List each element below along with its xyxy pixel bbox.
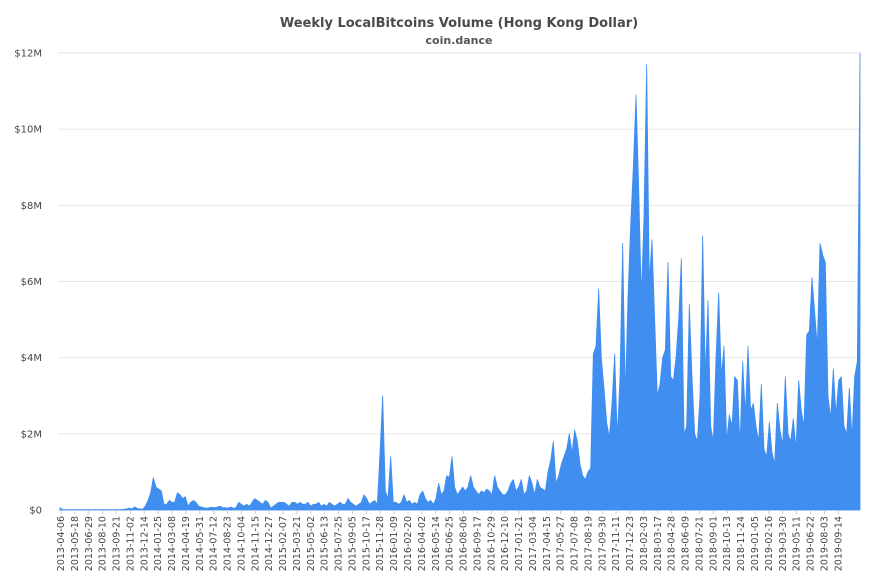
- x-tick-label: 2018-06-09: [681, 516, 692, 571]
- x-tick-label: 2015-09-05: [347, 516, 358, 571]
- x-tick-label: 2015-03-21: [292, 516, 303, 571]
- x-tick-label: 2019-09-14: [833, 516, 844, 571]
- y-axis-tick-labels: $0 $2M $4M $6M $8M $10M $12M: [14, 49, 42, 517]
- x-tick-label: 2018-11-24: [736, 516, 747, 571]
- x-tick-label: 2017-08-19: [583, 516, 594, 571]
- series-area: [59, 52, 861, 511]
- grid-lines: [58, 52, 860, 511]
- x-tick-label: 2014-12-27: [264, 516, 275, 571]
- x-tick-label: 2013-12-14: [139, 516, 150, 571]
- x-tick-label: 2017-07-08: [570, 516, 581, 571]
- x-tick-label: 2013-09-21: [112, 516, 123, 571]
- x-tick-label: 2016-02-20: [403, 516, 414, 571]
- x-tick-label: 2014-11-15: [250, 516, 261, 571]
- x-tick-label: 2014-10-04: [236, 516, 247, 571]
- series-area-layer: [59, 52, 861, 511]
- x-tick-label: 2019-06-22: [806, 516, 817, 571]
- x-tick-label: 2016-05-14: [431, 516, 442, 571]
- x-tick-label: 2018-07-21: [694, 516, 705, 571]
- x-tick-label: 2017-09-30: [597, 516, 608, 571]
- x-tick-label: 2018-04-28: [667, 516, 678, 571]
- x-tick-label: 2017-01-21: [514, 516, 525, 571]
- x-tick-label: 2017-12-23: [625, 516, 636, 571]
- x-tick-label: 2019-02-16: [764, 516, 775, 571]
- x-tick-label: 2014-04-19: [181, 516, 192, 571]
- x-tick-label: 2015-02-07: [278, 516, 289, 571]
- x-tick-label: 2013-08-10: [98, 516, 109, 571]
- chart-subtitle: coin.dance: [426, 34, 493, 47]
- x-tick-label: 2019-05-11: [792, 516, 803, 571]
- x-tick-label: 2016-06-25: [445, 516, 456, 571]
- x-tick-label: 2015-07-25: [334, 516, 345, 571]
- x-tick-label: 2018-02-03: [639, 516, 650, 571]
- x-tick-label: 2017-04-15: [542, 516, 553, 571]
- x-tick-label: 2016-12-10: [500, 516, 511, 571]
- x-tick-label: 2014-08-23: [223, 516, 234, 571]
- y-tick-label: $0: [29, 506, 42, 517]
- x-tick-label: 2016-10-29: [486, 516, 497, 571]
- x-tick-label: 2019-08-03: [819, 516, 830, 571]
- x-tick-label: 2019-01-05: [750, 516, 761, 571]
- x-tick-label: 2016-09-17: [472, 516, 483, 571]
- x-tick-label: 2014-05-31: [195, 516, 206, 571]
- x-tick-label: 2017-05-27: [556, 516, 567, 571]
- x-tick-label: 2015-10-17: [361, 516, 372, 571]
- x-tick-label: 2015-06-13: [320, 516, 331, 571]
- y-tick-label: $8M: [21, 201, 42, 212]
- x-tick-label: 2013-11-02: [125, 516, 136, 571]
- x-tick-label: 2013-05-18: [70, 516, 81, 571]
- x-tick-label: 2017-11-11: [611, 516, 622, 571]
- y-tick-label: $4M: [21, 353, 42, 364]
- x-tick-label: 2016-04-02: [417, 516, 428, 571]
- x-tick-label: 2018-10-13: [722, 516, 733, 571]
- x-tick-label: 2016-08-06: [459, 516, 470, 571]
- chart-title: Weekly LocalBitcoins Volume (Hong Kong D…: [280, 16, 638, 31]
- x-axis-tick-labels: 2013-04-06 2013-05-18 2013-06-29 2013-08-10…: [56, 510, 844, 571]
- x-tick-label: 2014-01-25: [153, 516, 164, 571]
- y-tick-label: $6M: [21, 277, 42, 288]
- y-tick-label: $2M: [21, 429, 42, 440]
- x-tick-label: 2017-03-04: [528, 516, 539, 571]
- x-tick-label: 2018-09-01: [708, 516, 719, 571]
- x-tick-label: 2013-04-06: [56, 516, 67, 571]
- y-tick-label: $12M: [14, 49, 42, 60]
- x-tick-label: 2014-07-12: [209, 516, 220, 571]
- x-tick-label: 2013-06-29: [84, 516, 95, 571]
- x-tick-label: 2015-05-02: [306, 516, 317, 571]
- x-tick-label: 2015-11-28: [375, 516, 386, 571]
- x-tick-label: 2018-03-17: [653, 516, 664, 571]
- y-tick-label: $10M: [14, 125, 42, 136]
- x-tick-label: 2014-03-08: [167, 516, 178, 571]
- x-tick-label: 2019-03-30: [778, 516, 789, 571]
- x-tick-label: 2016-01-09: [389, 516, 400, 571]
